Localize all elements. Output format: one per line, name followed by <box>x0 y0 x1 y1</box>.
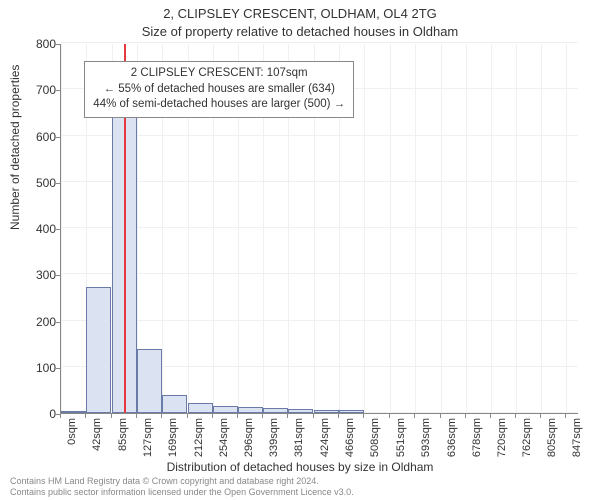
x-tick-label: 381sqm <box>293 418 305 458</box>
histogram-bar <box>137 349 162 413</box>
y-tick-mark <box>56 137 60 138</box>
histogram-bar <box>188 403 213 413</box>
x-tick-mark <box>111 414 112 418</box>
x-tick-mark <box>136 414 137 418</box>
y-tick-mark <box>56 44 60 45</box>
gridline-vertical <box>415 44 416 413</box>
x-tick-mark <box>262 414 263 418</box>
annotation-line: 2 CLIPSLEY CRESCENT: 107sqm <box>93 66 345 82</box>
x-tick-label: 424sqm <box>319 418 331 458</box>
histogram-bar <box>86 287 111 413</box>
y-tick-mark <box>56 183 60 184</box>
gridline-vertical <box>466 44 467 413</box>
y-tick-label: 300 <box>16 268 56 282</box>
gridline-vertical <box>61 44 62 413</box>
footer-line-1: Contains HM Land Registry data © Crown c… <box>10 476 354 487</box>
x-tick-label: 254sqm <box>218 418 230 458</box>
x-tick-label: 593sqm <box>420 418 432 458</box>
histogram-bar <box>238 407 263 413</box>
histogram-bar <box>339 410 364 413</box>
y-tick-label: 800 <box>16 37 56 51</box>
gridline-vertical <box>491 44 492 413</box>
x-tick-mark <box>187 414 188 418</box>
x-tick-label: 0sqm <box>66 418 78 458</box>
x-tick-label: 296sqm <box>243 418 255 458</box>
x-tick-label: 805sqm <box>546 418 558 458</box>
gridline-vertical <box>364 44 365 413</box>
x-tick-mark <box>161 414 162 418</box>
x-tick-mark <box>85 414 86 418</box>
gridline-vertical <box>566 44 567 413</box>
y-tick-label: 600 <box>16 130 56 144</box>
gridline-vertical <box>541 44 542 413</box>
x-tick-label: 508sqm <box>369 418 381 458</box>
y-tick-label: 100 <box>16 361 56 375</box>
y-tick-mark <box>56 90 60 91</box>
x-tick-mark <box>540 414 541 418</box>
y-tick-mark <box>56 275 60 276</box>
x-tick-label: 636sqm <box>446 418 458 458</box>
x-tick-label: 127sqm <box>142 418 154 458</box>
x-tick-mark <box>465 414 466 418</box>
x-tick-label: 762sqm <box>521 418 533 458</box>
x-tick-mark <box>237 414 238 418</box>
footer-line-2: Contains public sector information licen… <box>10 487 354 498</box>
y-tick-label: 500 <box>16 176 56 190</box>
gridline-vertical <box>441 44 442 413</box>
x-tick-mark <box>389 414 390 418</box>
y-tick-label: 0 <box>16 407 56 421</box>
x-tick-mark <box>287 414 288 418</box>
annotation-line: 44% of semi-detached houses are larger (… <box>93 97 345 113</box>
x-tick-label: 85sqm <box>117 418 129 458</box>
x-tick-mark <box>212 414 213 418</box>
x-tick-label: 169sqm <box>167 418 179 458</box>
x-tick-label: 720sqm <box>496 418 508 458</box>
x-tick-label: 42sqm <box>91 418 103 458</box>
histogram-bar <box>213 406 238 413</box>
gridline-horizontal <box>61 320 578 321</box>
x-tick-mark <box>363 414 364 418</box>
x-tick-label: 551sqm <box>395 418 407 458</box>
gridline-horizontal <box>61 135 578 136</box>
gridline-horizontal <box>61 42 578 43</box>
x-tick-label: 339sqm <box>268 418 280 458</box>
gridline-vertical <box>390 44 391 413</box>
histogram-bar <box>314 410 339 413</box>
y-tick-label: 200 <box>16 315 56 329</box>
gridline-horizontal <box>61 181 578 182</box>
histogram-bar <box>162 395 187 414</box>
chart-title-sub: Size of property relative to detached ho… <box>0 24 600 39</box>
x-tick-mark <box>313 414 314 418</box>
x-tick-mark <box>440 414 441 418</box>
x-tick-mark <box>414 414 415 418</box>
x-tick-mark <box>60 414 61 418</box>
x-tick-label: 847sqm <box>571 418 583 458</box>
x-tick-mark <box>490 414 491 418</box>
gridline-horizontal <box>61 227 578 228</box>
annotation-box: 2 CLIPSLEY CRESCENT: 107sqm← 55% of deta… <box>84 61 354 118</box>
gridline-vertical <box>516 44 517 413</box>
footer-attribution: Contains HM Land Registry data © Crown c… <box>10 476 354 498</box>
y-tick-label: 400 <box>16 222 56 236</box>
x-tick-mark <box>515 414 516 418</box>
x-tick-label: 678sqm <box>471 418 483 458</box>
x-tick-mark <box>338 414 339 418</box>
gridline-horizontal <box>61 273 578 274</box>
x-tick-label: 212sqm <box>193 418 205 458</box>
y-tick-mark <box>56 229 60 230</box>
chart-title-main: 2, CLIPSLEY CRESCENT, OLDHAM, OL4 2TG <box>0 6 600 21</box>
histogram-bar <box>61 411 86 413</box>
annotation-line: ← 55% of detached houses are smaller (63… <box>93 82 345 98</box>
y-tick-mark <box>56 322 60 323</box>
chart-container: 2, CLIPSLEY CRESCENT, OLDHAM, OL4 2TG Si… <box>0 0 600 500</box>
x-tick-mark <box>565 414 566 418</box>
y-tick-mark <box>56 368 60 369</box>
y-tick-label: 700 <box>16 83 56 97</box>
plot-area: 2 CLIPSLEY CRESCENT: 107sqm← 55% of deta… <box>60 44 578 414</box>
x-axis-label: Distribution of detached houses by size … <box>0 460 600 474</box>
histogram-bar <box>288 409 313 413</box>
x-tick-label: 466sqm <box>344 418 356 458</box>
histogram-bar <box>263 408 288 413</box>
